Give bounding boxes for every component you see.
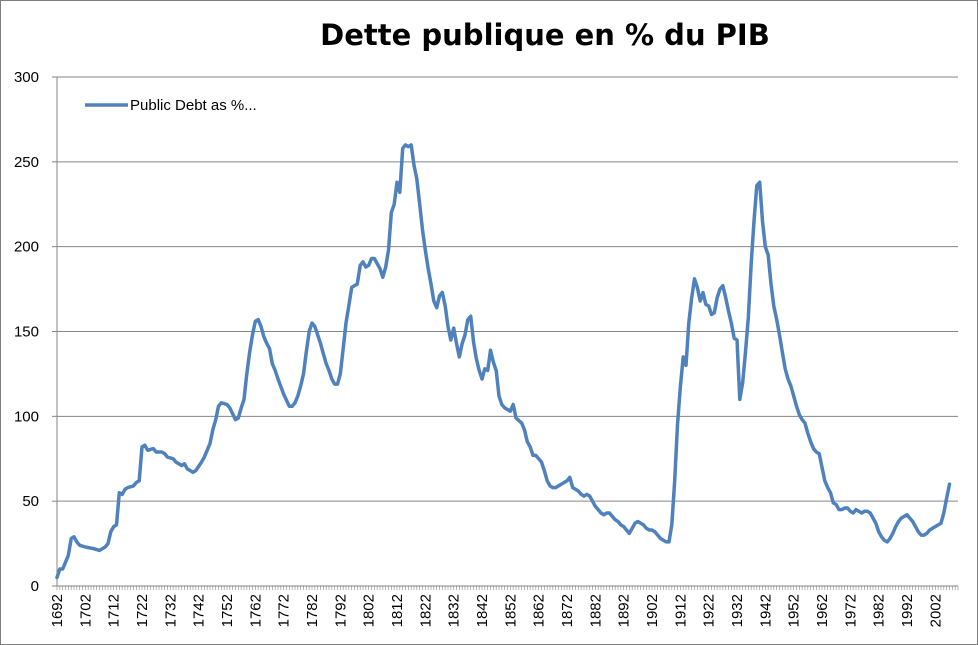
- x-tick-label: 1902: [644, 594, 661, 627]
- x-tick-label: 1742: [191, 594, 208, 627]
- x-tick-label: 1952: [786, 594, 803, 627]
- x-tick-label: 1892: [616, 594, 633, 627]
- x-tick-label: 1932: [729, 594, 746, 627]
- x-tick-label: 1962: [814, 594, 831, 627]
- x-tick-label: 1992: [899, 594, 916, 627]
- y-tick-label: 0: [31, 578, 39, 595]
- x-tick-label: 1812: [389, 594, 406, 627]
- x-tick-label: 1792: [332, 594, 349, 627]
- y-tick-label: 150: [14, 324, 39, 341]
- y-tick-label: 200: [14, 239, 39, 256]
- x-tick-label: 1722: [134, 594, 151, 627]
- x-tick-label: 1882: [587, 594, 604, 627]
- y-tick-label: 250: [14, 154, 39, 171]
- x-tick-label: 1972: [842, 594, 859, 627]
- x-tick-label: 1752: [219, 594, 236, 627]
- gridlines: [57, 76, 958, 502]
- x-tick-label: 2002: [927, 594, 944, 627]
- x-tick-label: 1842: [474, 594, 491, 627]
- x-tick-label: 1732: [162, 594, 179, 627]
- x-tick-label: 1822: [417, 594, 434, 627]
- x-tick-label: 1712: [106, 594, 123, 627]
- x-tick-label: 1872: [559, 594, 576, 627]
- x-tick-label: 1772: [276, 594, 293, 627]
- y-tick-label: 100: [14, 408, 39, 425]
- chart-title: Dette publique en % du PIB: [320, 18, 770, 52]
- series-line-layer: [55, 143, 952, 580]
- legend: Public Debt as %...: [85, 97, 257, 114]
- x-tick-label: 1922: [701, 594, 718, 627]
- x-tick-label: 1782: [304, 594, 321, 627]
- x-tick-label: 1982: [871, 594, 888, 627]
- x-tick-label: 1942: [757, 594, 774, 627]
- x-tick-label: 1852: [502, 594, 519, 627]
- axes: 0 50 100 150 200 250 300 1692 1702 1712 1722 1732 17…: [14, 69, 959, 627]
- x-tick-label: 1702: [77, 594, 94, 627]
- x-tick-label: 1762: [247, 594, 264, 627]
- y-tick-label: 50: [22, 493, 39, 510]
- x-tick-label: 1692: [49, 594, 66, 627]
- x-tick-label: 1832: [446, 594, 463, 627]
- legend-label: Public Debt as %...: [130, 97, 257, 114]
- x-tick-label: 1802: [361, 594, 378, 627]
- y-tick-label: 300: [14, 69, 39, 86]
- x-tick-label: 1862: [531, 594, 548, 627]
- x-tick-label: 1912: [672, 594, 689, 627]
- series-line: [55, 143, 952, 580]
